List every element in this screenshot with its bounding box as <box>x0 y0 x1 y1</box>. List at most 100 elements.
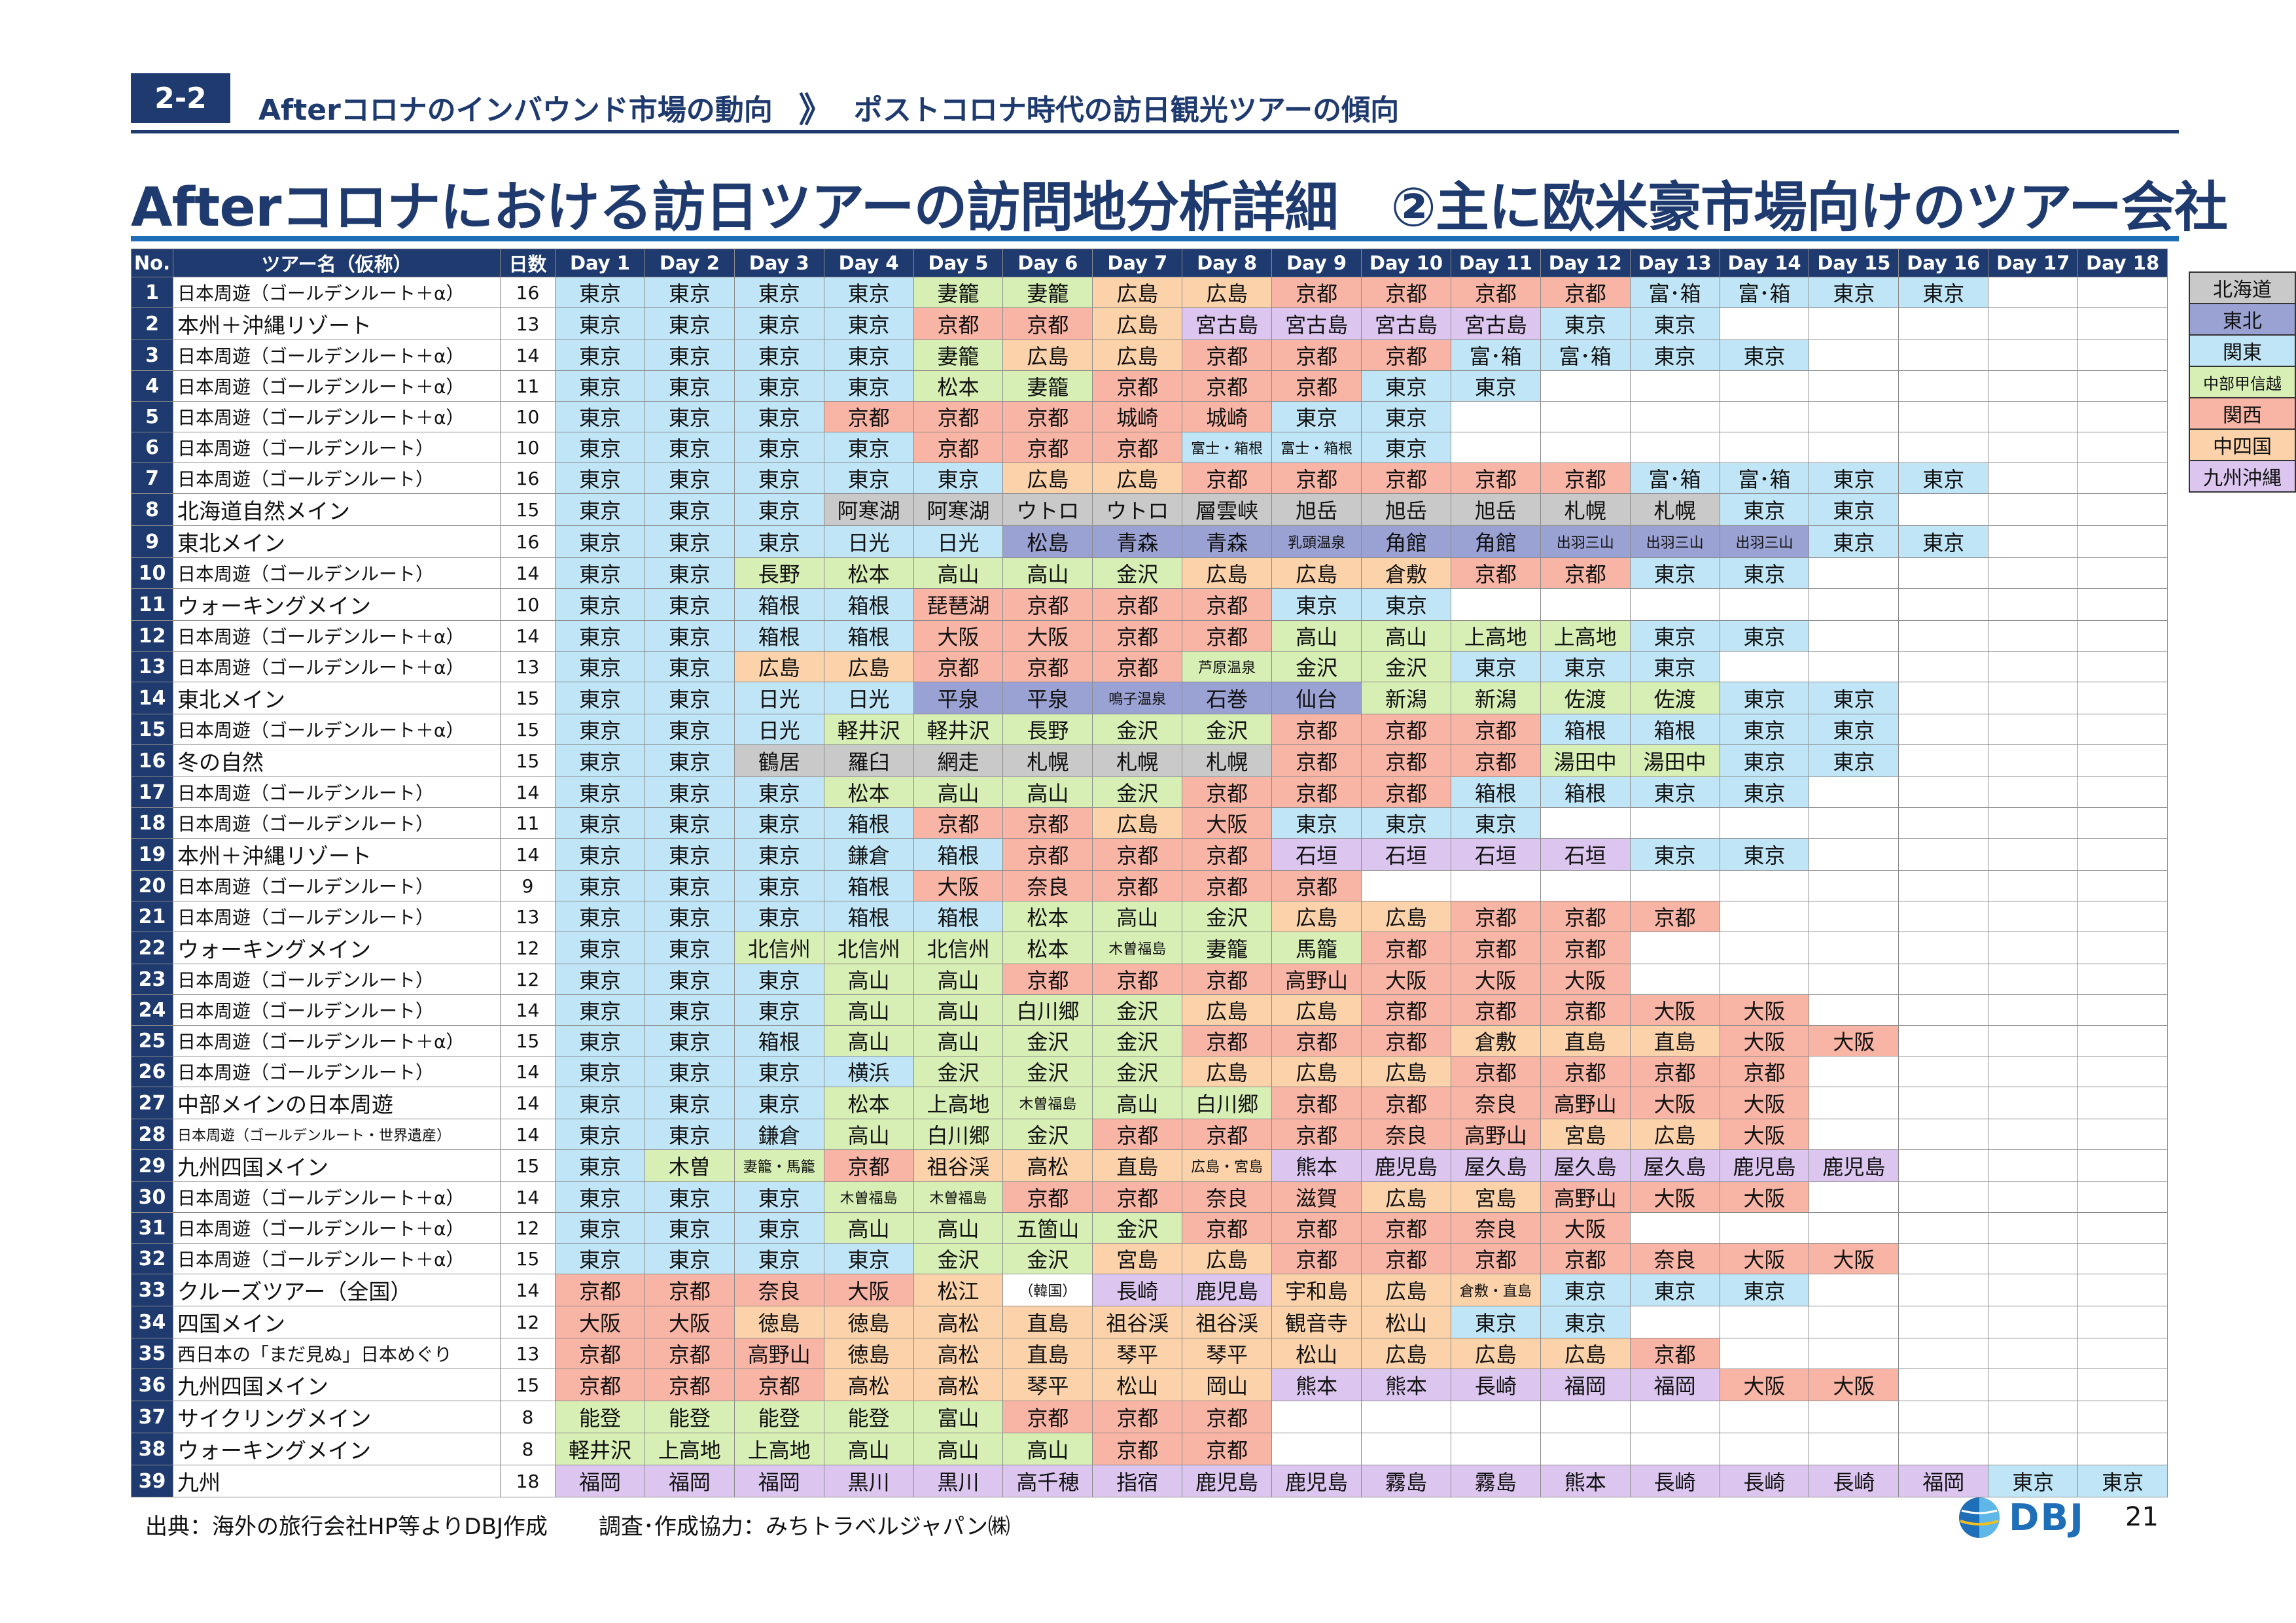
stop-cell: 東京 <box>555 651 645 682</box>
stop-cell <box>1988 1274 2079 1306</box>
stop-cell: 高山 <box>823 1212 914 1244</box>
table-row: 13 日本周遊（ゴールデンルート＋α） 13 東京 東京 広島 広島 京都 京都 京都 芦原温泉 金沢… <box>131 651 2168 682</box>
stop-cell: 東京 <box>555 525 645 558</box>
stop-cell: 大阪 <box>1002 620 1093 652</box>
stop-cell: 京都 <box>1002 964 1093 995</box>
stop-cell: 徳島 <box>823 1306 914 1338</box>
stop-cell: 東京 <box>555 714 645 745</box>
stop-cell <box>2077 557 2168 589</box>
stop-cell: 高山 <box>1092 901 1183 932</box>
stop-cell: 東京 <box>733 493 824 526</box>
column-header: Day 1 <box>555 249 645 277</box>
stop-cell: 福岡 <box>1629 1369 1720 1401</box>
tour-days: 16 <box>500 462 556 494</box>
stop-cell: 大阪 <box>913 870 1004 901</box>
tour-days: 14 <box>500 1181 556 1213</box>
tour-days: 13 <box>500 901 556 932</box>
table-row: 25 日本周遊（ゴールデンルート＋α） 15 東京 東京 箱根 高山 高山 金沢 金沢 京都 京都 京都… <box>131 1025 2168 1056</box>
tour-name: 冬の自然 <box>173 744 501 777</box>
stop-cell: 平泉 <box>1002 682 1093 714</box>
stop-cell: 大阪 <box>1809 1025 1899 1056</box>
breadcrumb-separator-icon: 》 <box>798 91 833 130</box>
column-header: Day 16 <box>1898 249 1989 277</box>
stop-cell: 東京 <box>1719 1274 1810 1306</box>
stop-cell: 東京 <box>555 307 645 340</box>
stop-cell <box>1809 307 1899 340</box>
stop-cell: 松山 <box>1092 1369 1183 1401</box>
stop-cell: 箱根 <box>823 588 914 621</box>
stop-cell <box>1809 557 1899 589</box>
stop-cell: 能登 <box>823 1401 914 1433</box>
stop-cell: 京都 <box>1092 588 1183 621</box>
stop-cell: 東京 <box>1629 1274 1720 1306</box>
table-row: 7 日本周遊（ゴールデンルート） 16 東京 東京 東京 東京 東京 広島 広島 京都 京都 京都 京都京… <box>131 462 2168 494</box>
row-number: 21 <box>131 901 173 932</box>
stop-cell: 上高地 <box>1450 620 1541 652</box>
tour-name: 日本周遊（ゴールデンルート＋α） <box>173 1025 501 1056</box>
stop-cell: 五箇山 <box>1002 1212 1093 1244</box>
column-header: Day 17 <box>1988 249 2079 277</box>
stop-cell: 黒川 <box>823 1465 914 1497</box>
stop-cell: 松島 <box>1002 525 1093 558</box>
stop-cell: 上高地 <box>1540 620 1631 652</box>
tour-name: 日本周遊（ゴールデンルート＋α） <box>173 401 501 432</box>
stop-cell: 新潟 <box>1361 682 1451 714</box>
stop-cell: 金沢 <box>913 1243 1004 1274</box>
stop-cell: 金沢 <box>1182 714 1273 745</box>
stop-cell: 金沢 <box>1092 994 1183 1026</box>
stop-cell <box>2077 1119 2168 1150</box>
stop-cell: 高山 <box>913 557 1004 589</box>
stop-cell <box>1898 1025 1989 1056</box>
stop-cell: 東京 <box>644 838 735 871</box>
stop-cell <box>1988 1056 2079 1087</box>
stop-cell: 東京 <box>1719 744 1810 777</box>
row-number: 16 <box>131 744 173 777</box>
stop-cell: 東京 <box>733 525 824 558</box>
stop-cell: 東京 <box>1809 525 1899 558</box>
legend-item: 北海道 <box>2189 271 2296 304</box>
stop-cell: 福岡 <box>555 1465 645 1497</box>
stop-cell: 佐渡 <box>1629 682 1720 714</box>
page-number: 21 <box>2125 1502 2159 1532</box>
stop-cell: 高野山 <box>1450 1119 1541 1150</box>
stop-cell: 東京 <box>555 620 645 652</box>
stop-cell <box>1450 1433 1541 1465</box>
stop-cell: 東京 <box>1629 340 1720 371</box>
row-number: 29 <box>131 1149 173 1182</box>
stop-cell: 指宿 <box>1092 1465 1183 1497</box>
stop-cell: 倉敷 <box>1361 557 1451 589</box>
stop-cell: 岡山 <box>1182 1369 1273 1401</box>
stop-cell: 金沢 <box>1182 901 1273 932</box>
stop-cell <box>2077 901 2168 932</box>
stop-cell <box>2077 1274 2168 1306</box>
stop-cell: 東京 <box>823 307 914 340</box>
stop-cell: 東京 <box>1629 651 1720 682</box>
table-row: 35 西日本の「まだ見ぬ」日本めぐり 13 京都 京都 高野山 徳島 高松 直島 琴平 琴平 松山 広島… <box>131 1338 2168 1369</box>
stop-cell: 京都 <box>1361 1212 1451 1244</box>
row-number: 39 <box>131 1465 173 1497</box>
tour-name: 中部メインの日本周遊 <box>173 1087 501 1119</box>
stop-cell: 青森 <box>1182 525 1273 558</box>
row-number: 27 <box>131 1087 173 1119</box>
tour-name: クルーズツアー（全国） <box>173 1274 501 1306</box>
stop-cell: 富･箱 <box>1719 462 1810 494</box>
stop-cell: 屋久島 <box>1629 1149 1720 1182</box>
stop-cell: 東京 <box>1361 432 1451 463</box>
stop-cell: 祖谷渓 <box>913 1149 1004 1182</box>
stop-cell <box>2077 370 2168 402</box>
tour-days: 14 <box>500 1119 556 1150</box>
stop-cell: 東京 <box>1540 651 1631 682</box>
stop-cell <box>1450 401 1541 432</box>
stop-cell: 東京 <box>644 682 735 714</box>
stop-cell <box>1898 870 1989 901</box>
stop-cell: 東京 <box>823 462 914 494</box>
row-number: 19 <box>131 838 173 871</box>
stop-cell: 長崎 <box>1092 1274 1183 1306</box>
stop-cell: 妻籠 <box>1002 370 1093 402</box>
stop-cell <box>1809 901 1899 932</box>
stop-cell: 京都 <box>1540 277 1631 308</box>
stop-cell: 東京 <box>733 1243 824 1274</box>
column-header: Day 5 <box>913 249 1004 277</box>
stop-cell: 東京 <box>733 870 824 901</box>
stop-cell: 東京 <box>733 370 824 402</box>
